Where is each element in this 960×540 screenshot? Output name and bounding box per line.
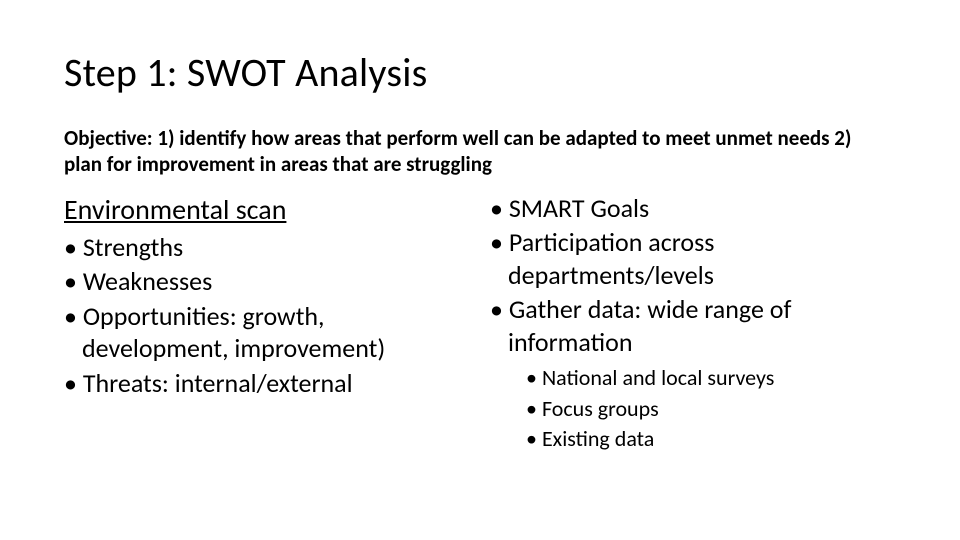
objective-text: Objective: 1) identify how areas that pe… bbox=[64, 125, 884, 178]
content-columns: Environmental scan Strengths Weaknesses … bbox=[64, 192, 896, 456]
list-subitem: Existing data bbox=[526, 425, 896, 454]
list-item: Threats: internal/external bbox=[64, 367, 470, 400]
left-column: Environmental scan Strengths Weaknesses … bbox=[64, 192, 470, 456]
right-column: SMART Goals Participation across departm… bbox=[490, 192, 896, 456]
right-sublist: National and local surveys Focus groups … bbox=[526, 364, 896, 454]
list-item: Participation across departments/levels bbox=[490, 226, 896, 291]
left-heading: Environmental scan bbox=[64, 192, 470, 227]
slide-title: Step 1: SWOT Analysis bbox=[64, 48, 896, 97]
list-item: Opportunities: growth, development, impr… bbox=[64, 300, 470, 365]
list-item: Strengths bbox=[64, 231, 470, 264]
list-item: Gather data: wide range of information bbox=[490, 293, 896, 358]
list-item: Weaknesses bbox=[64, 265, 470, 298]
slide: Step 1: SWOT Analysis Objective: 1) iden… bbox=[0, 0, 960, 540]
list-subitem: Focus groups bbox=[526, 395, 896, 424]
list-subitem: National and local surveys bbox=[526, 364, 896, 393]
left-list: Strengths Weaknesses Opportunities: grow… bbox=[64, 231, 470, 400]
right-list: SMART Goals Participation across departm… bbox=[490, 192, 896, 359]
list-item: SMART Goals bbox=[490, 192, 896, 225]
